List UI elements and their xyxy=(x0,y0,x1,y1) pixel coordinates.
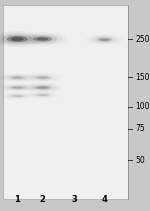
Ellipse shape xyxy=(30,75,55,80)
Ellipse shape xyxy=(9,86,26,89)
Ellipse shape xyxy=(13,95,22,97)
Text: 150: 150 xyxy=(135,73,150,81)
Ellipse shape xyxy=(9,76,26,80)
Text: 75: 75 xyxy=(135,124,145,133)
Ellipse shape xyxy=(12,77,22,79)
Ellipse shape xyxy=(0,33,38,45)
Ellipse shape xyxy=(37,38,49,41)
Text: 4: 4 xyxy=(101,195,107,204)
Ellipse shape xyxy=(7,36,28,42)
Ellipse shape xyxy=(38,94,47,96)
Ellipse shape xyxy=(33,37,52,42)
Ellipse shape xyxy=(35,93,50,96)
Text: 1: 1 xyxy=(14,195,20,204)
Ellipse shape xyxy=(5,75,30,80)
Ellipse shape xyxy=(38,77,48,79)
Ellipse shape xyxy=(38,87,48,89)
Ellipse shape xyxy=(10,95,25,97)
Ellipse shape xyxy=(97,38,112,42)
Ellipse shape xyxy=(93,37,116,43)
Text: 50: 50 xyxy=(135,156,145,165)
Ellipse shape xyxy=(30,85,55,90)
Ellipse shape xyxy=(23,34,62,44)
Ellipse shape xyxy=(34,86,51,89)
Ellipse shape xyxy=(11,37,24,41)
Text: 2: 2 xyxy=(40,195,46,204)
Bar xyxy=(3,5,128,199)
Ellipse shape xyxy=(100,38,109,41)
Ellipse shape xyxy=(5,85,30,90)
Text: 250: 250 xyxy=(135,35,150,43)
Ellipse shape xyxy=(28,35,57,43)
Ellipse shape xyxy=(2,34,33,44)
Ellipse shape xyxy=(34,76,51,80)
Ellipse shape xyxy=(12,87,22,89)
Text: 3: 3 xyxy=(71,195,77,204)
Text: 100: 100 xyxy=(135,102,150,111)
